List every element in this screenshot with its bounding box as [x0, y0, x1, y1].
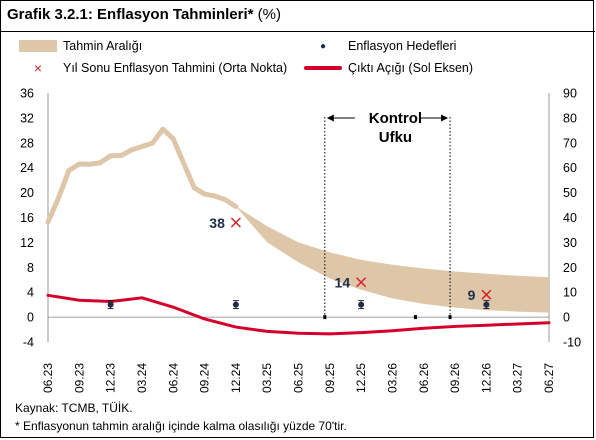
year-end-forecast-marker [481, 289, 492, 300]
output-gap-line [46, 293, 551, 336]
title-unit: (%) [257, 6, 281, 23]
x-tick-label: 06.24 [166, 363, 180, 393]
x-tick-label: 09.25 [323, 363, 337, 393]
inflation-actual-line [45, 126, 239, 225]
y-left-tick-label: 24 [20, 161, 34, 175]
chart-plot: -4 0 4 8 12 16 20 24 28 32 36 -10 0 10 20 30 40 50 60 70 80 9… [20, 87, 581, 394]
legend-item-point: × Yıl Sonu Enflasyon Tahmini (Orta Nokta… [19, 61, 287, 75]
x-tick-label: 12.25 [354, 363, 368, 393]
control-horizon-arrowhead-right [441, 114, 449, 122]
legend-swatch-point: × [33, 60, 43, 76]
legend-label-point: Yıl Sonu Enflasyon Tahmini (Orta Nokta) [63, 61, 288, 75]
legend-label-band: Tahmin Aralığı [63, 39, 143, 53]
year-end-forecast-marker [356, 277, 367, 288]
y-left-tick-label: 0 [27, 311, 34, 325]
x-tick-label: 06.23 [41, 363, 55, 393]
source-note: Kaynak: TCMB, TÜİK. [15, 401, 133, 415]
title-text: Grafik 3.2.1: Enflasyon Tahminleri* [7, 6, 254, 23]
x-tick-label: 09.26 [448, 363, 462, 393]
forecast-band [235, 206, 549, 313]
legend-swatch-gap [304, 66, 342, 70]
legend-label-target: Enflasyon Hedefleri [348, 39, 457, 53]
y-right-tick-label: 90 [563, 87, 577, 101]
y-right-tick-label: 10 [563, 286, 577, 300]
year-end-forecast-label: 9 [468, 287, 476, 303]
year-end-forecast-marker [230, 217, 241, 228]
y-left-tick-label: 20 [20, 186, 34, 200]
y-right-tick-label: 40 [563, 211, 577, 225]
target-point [483, 301, 490, 308]
x-tick-label: 12.26 [479, 363, 493, 393]
control-horizon-tick [448, 315, 452, 320]
control-horizon-arrowhead-left [326, 114, 334, 122]
year-end-forecast-label: 38 [209, 215, 225, 231]
control-horizon-label-line1: Kontrol [369, 110, 422, 127]
x-tick-label: 09.23 [72, 363, 86, 393]
legend: Tahmin Aralığı ● Enflasyon Hedefleri × Y… [1, 37, 595, 83]
y-left-tick-label: 32 [20, 111, 34, 125]
x-tick-label: 09.24 [198, 363, 212, 393]
y-right-tick-label: 60 [563, 161, 577, 175]
control-horizon-label-line2: Ufku [379, 129, 412, 146]
control-horizon-tick [413, 315, 417, 320]
y-left-tick-label: -4 [23, 336, 34, 350]
y-left-tick-label: 4 [27, 286, 34, 300]
y-right-tick-label: -10 [563, 336, 581, 350]
y-left-tick-label: 16 [20, 211, 34, 225]
y-left-tick-label: 12 [20, 236, 34, 250]
legend-label-gap: Çıktı Açığı (Sol Eksen) [348, 61, 474, 75]
footnote: * Enflasyonun tahmin aralığı içinde kalm… [15, 419, 347, 433]
legend-swatch-band [19, 40, 57, 52]
y-right-tick-label: 20 [563, 261, 577, 275]
y-right-tick-label: 30 [563, 236, 577, 250]
x-tick-label: 12.23 [104, 363, 118, 393]
y-left-tick-label: 36 [20, 87, 34, 101]
x-tick-label: 06.27 [542, 363, 556, 393]
x-tick-label: 12.24 [229, 363, 243, 393]
x-tick-label: 03.24 [135, 363, 149, 393]
x-tick-label: 03.27 [511, 363, 525, 393]
y-left-tick-label: 8 [27, 261, 34, 275]
title-divider [1, 31, 595, 32]
y-right-tick-label: 80 [563, 111, 577, 125]
target-point [232, 301, 239, 308]
y-right-tick-label: 50 [563, 186, 577, 200]
x-tick-label: 06.26 [417, 363, 431, 393]
control-horizon-tick [323, 315, 327, 320]
x-tick-label: 03.26 [385, 363, 399, 393]
y-right-tick-label: 70 [563, 136, 577, 150]
legend-item-gap: Çıktı Açığı (Sol Eksen) [304, 61, 473, 75]
year-end-forecast-label: 14 [335, 275, 351, 291]
x-tick-label: 06.25 [292, 363, 306, 393]
y-right-tick-label: 0 [563, 311, 570, 325]
y-left-tick-label: 28 [20, 136, 34, 150]
x-tick-label: 03.25 [260, 363, 274, 393]
legend-swatch-target: ● [319, 40, 327, 52]
chart-title: Grafik 3.2.1: Enflasyon Tahminleri* (%) [7, 6, 281, 23]
target-point [107, 301, 114, 308]
legend-item-band: Tahmin Aralığı [19, 39, 142, 53]
legend-item-target: ● Enflasyon Hedefleri [304, 39, 456, 53]
target-point [358, 301, 365, 308]
